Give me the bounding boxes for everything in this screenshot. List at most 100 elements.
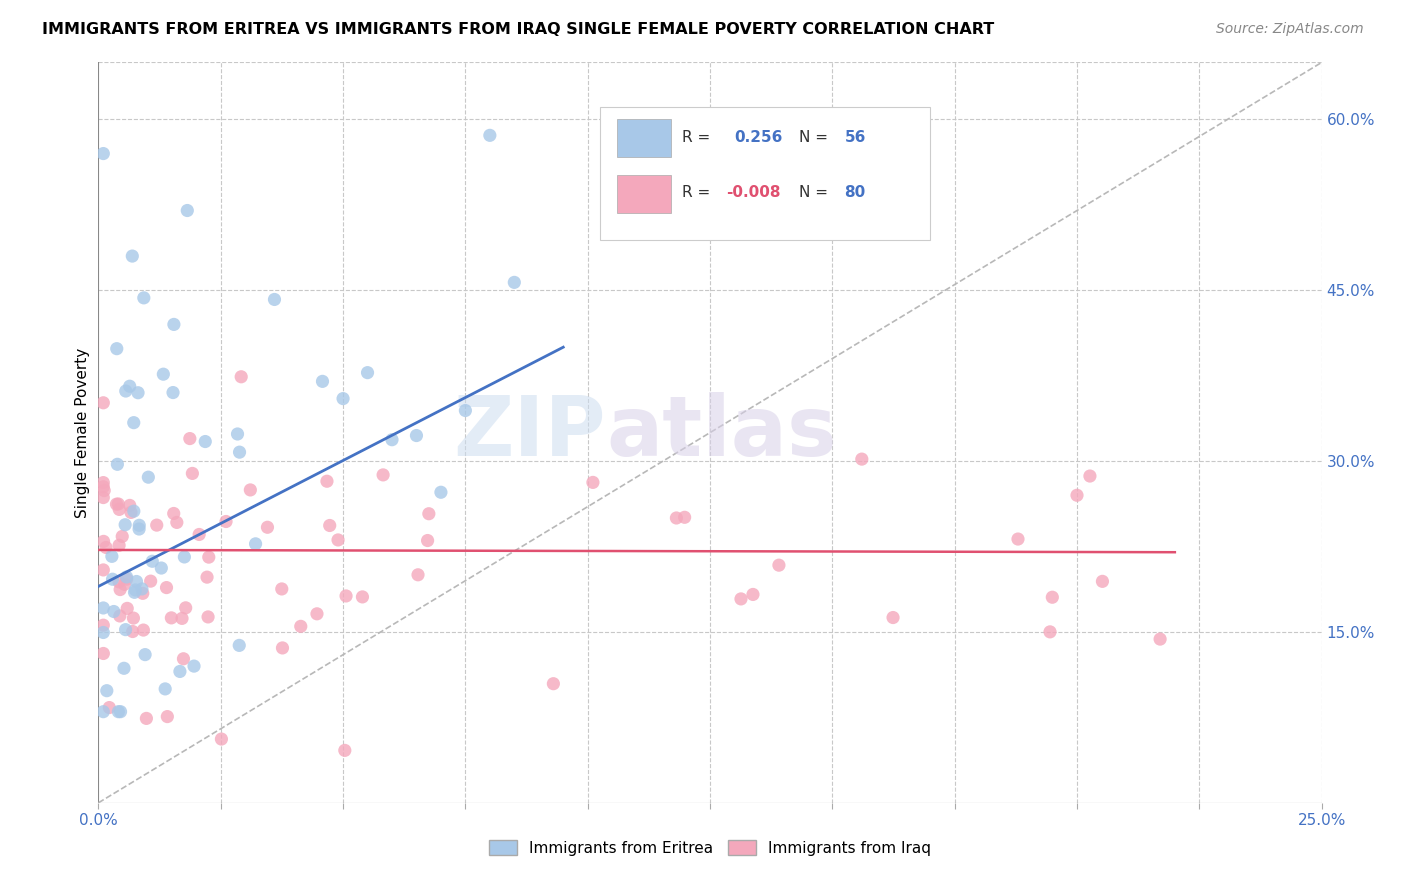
Point: [105, 458, 128, 472]
Point: [96, 683, 118, 698]
Point: [197, 610, 219, 624]
Point: [122, 504, 145, 518]
Point: [122, 416, 145, 430]
Point: [311, 375, 333, 389]
Point: [110, 705, 132, 719]
Point: [108, 574, 131, 589]
Point: [152, 367, 174, 381]
Point: [215, 515, 238, 529]
Point: [1066, 488, 1088, 502]
Point: [882, 610, 904, 624]
Point: [316, 475, 339, 489]
Point: [111, 529, 134, 543]
Point: [228, 639, 250, 653]
Point: [91, 146, 114, 161]
Point: [108, 538, 131, 552]
Text: R =: R =: [682, 185, 710, 200]
Point: [665, 511, 688, 525]
Point: [93, 483, 115, 498]
Point: [91, 396, 114, 410]
Point: [172, 652, 194, 666]
Point: [416, 533, 439, 548]
Point: [155, 581, 177, 595]
Point: [1039, 624, 1062, 639]
Y-axis label: Single Female Poverty: Single Female Poverty: [75, 348, 90, 517]
Point: [114, 384, 136, 398]
Point: [132, 291, 155, 305]
Point: [454, 403, 477, 417]
Point: [91, 705, 114, 719]
Point: [194, 434, 217, 449]
Point: [101, 549, 124, 564]
Point: [174, 600, 197, 615]
Point: [226, 427, 249, 442]
Point: [107, 705, 129, 719]
Point: [94, 541, 117, 555]
Point: [121, 624, 143, 639]
Text: Source: ZipAtlas.com: Source: ZipAtlas.com: [1216, 22, 1364, 37]
Point: [582, 475, 605, 490]
Point: [673, 510, 696, 524]
Point: [543, 676, 565, 690]
Point: [114, 623, 136, 637]
Point: [91, 563, 114, 577]
Point: [105, 497, 128, 511]
Legend: Immigrants from Eritrea, Immigrants from Iraq: Immigrants from Eritrea, Immigrants from…: [484, 834, 936, 862]
Point: [179, 432, 201, 446]
Point: [271, 640, 294, 655]
Point: [107, 497, 129, 511]
Point: [91, 475, 114, 490]
Point: [98, 700, 121, 714]
Point: [103, 605, 125, 619]
Point: [115, 572, 138, 586]
Point: [105, 342, 128, 356]
Point: [145, 518, 167, 533]
Point: [1007, 532, 1029, 546]
Point: [333, 743, 356, 757]
Point: [136, 470, 159, 484]
Point: [181, 467, 204, 481]
Point: [101, 572, 124, 586]
Point: [163, 507, 186, 521]
Point: [371, 467, 394, 482]
Text: IMMIGRANTS FROM ERITREA VS IMMIGRANTS FROM IRAQ SINGLE FEMALE POVERTY CORRELATIO: IMMIGRANTS FROM ERITREA VS IMMIGRANTS FR…: [42, 22, 994, 37]
Text: atlas: atlas: [606, 392, 837, 473]
Point: [188, 527, 211, 541]
Point: [170, 611, 193, 625]
Point: [118, 379, 141, 393]
Point: [1040, 591, 1063, 605]
Point: [93, 534, 115, 549]
Point: [430, 485, 453, 500]
Point: [742, 587, 765, 601]
Point: [1091, 574, 1114, 589]
Point: [406, 567, 429, 582]
Text: -0.008: -0.008: [725, 185, 780, 200]
Point: [108, 582, 131, 597]
Point: [768, 558, 790, 573]
Point: [418, 507, 440, 521]
Point: [176, 203, 198, 218]
Point: [195, 570, 218, 584]
Point: [125, 574, 148, 589]
Point: [290, 619, 312, 633]
Point: [305, 607, 328, 621]
Point: [405, 428, 427, 442]
Point: [115, 601, 138, 615]
Point: [91, 618, 114, 632]
Point: [270, 582, 292, 596]
Text: R =: R =: [682, 129, 710, 145]
FancyBboxPatch shape: [600, 107, 931, 240]
Point: [135, 711, 157, 725]
Point: [108, 502, 131, 516]
Point: [209, 732, 232, 747]
Point: [134, 648, 156, 662]
Point: [128, 522, 150, 536]
Point: [730, 591, 752, 606]
Point: [163, 318, 186, 332]
Point: [228, 445, 250, 459]
Text: 56: 56: [845, 129, 866, 145]
Point: [169, 665, 191, 679]
Point: [118, 499, 141, 513]
Point: [478, 128, 501, 143]
Point: [231, 369, 253, 384]
